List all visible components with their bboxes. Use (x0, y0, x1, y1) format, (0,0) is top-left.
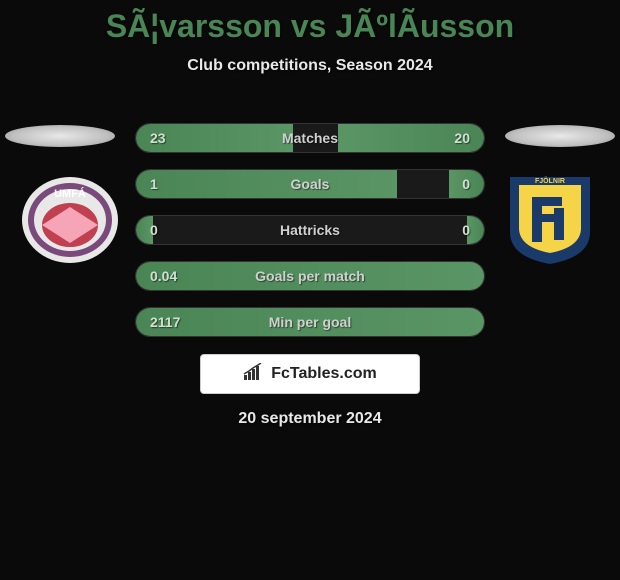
stat-value-left: 2117 (150, 314, 180, 330)
page-subtitle: Club competitions, Season 2024 (0, 57, 620, 75)
stat-value-left: 0 (150, 222, 158, 238)
stats-container: 23 Matches 20 1 Goals 0 0 Hattricks 0 0.… (135, 123, 485, 353)
umea-badge-icon: UMFÁ (20, 175, 120, 265)
fjolnir-badge-icon: FJÖLNIR (500, 172, 600, 267)
stat-value-left: 0.04 (150, 268, 177, 284)
shadow-ellipse-left (5, 125, 115, 147)
stat-bar-left (136, 170, 397, 198)
stat-label: Min per goal (269, 314, 351, 330)
stat-label: Hattricks (280, 222, 340, 238)
stat-label: Matches (282, 130, 338, 146)
svg-text:UMFÁ: UMFÁ (54, 187, 86, 200)
stat-label: Goals (291, 176, 330, 192)
shadow-ellipse-right (505, 125, 615, 147)
team-badge-right: FJÖLNIR (500, 172, 600, 267)
stat-value-left: 1 (150, 176, 158, 192)
svg-text:FJÖLNIR: FJÖLNIR (535, 176, 565, 185)
branding-text: FcTables.com (271, 365, 377, 383)
stat-value-right: 20 (454, 130, 470, 146)
stat-row-goals: 1 Goals 0 (135, 169, 485, 199)
team-badge-left: UMFÁ (20, 175, 120, 265)
branding-box[interactable]: FcTables.com (200, 354, 420, 394)
stat-value-right: 0 (462, 176, 470, 192)
date-text: 20 september 2024 (238, 410, 381, 428)
stat-value-left: 23 (150, 130, 166, 146)
stat-row-hattricks: 0 Hattricks 0 (135, 215, 485, 245)
chart-icon (243, 363, 265, 386)
stat-row-min-per-goal: 2117 Min per goal (135, 307, 485, 337)
stat-label: Goals per match (255, 268, 365, 284)
stat-row-matches: 23 Matches 20 (135, 123, 485, 153)
stat-row-goals-per-match: 0.04 Goals per match (135, 261, 485, 291)
stat-value-right: 0 (462, 222, 470, 238)
page-title: SÃ¦varsson vs JÃºlÃ­usson (0, 0, 620, 45)
